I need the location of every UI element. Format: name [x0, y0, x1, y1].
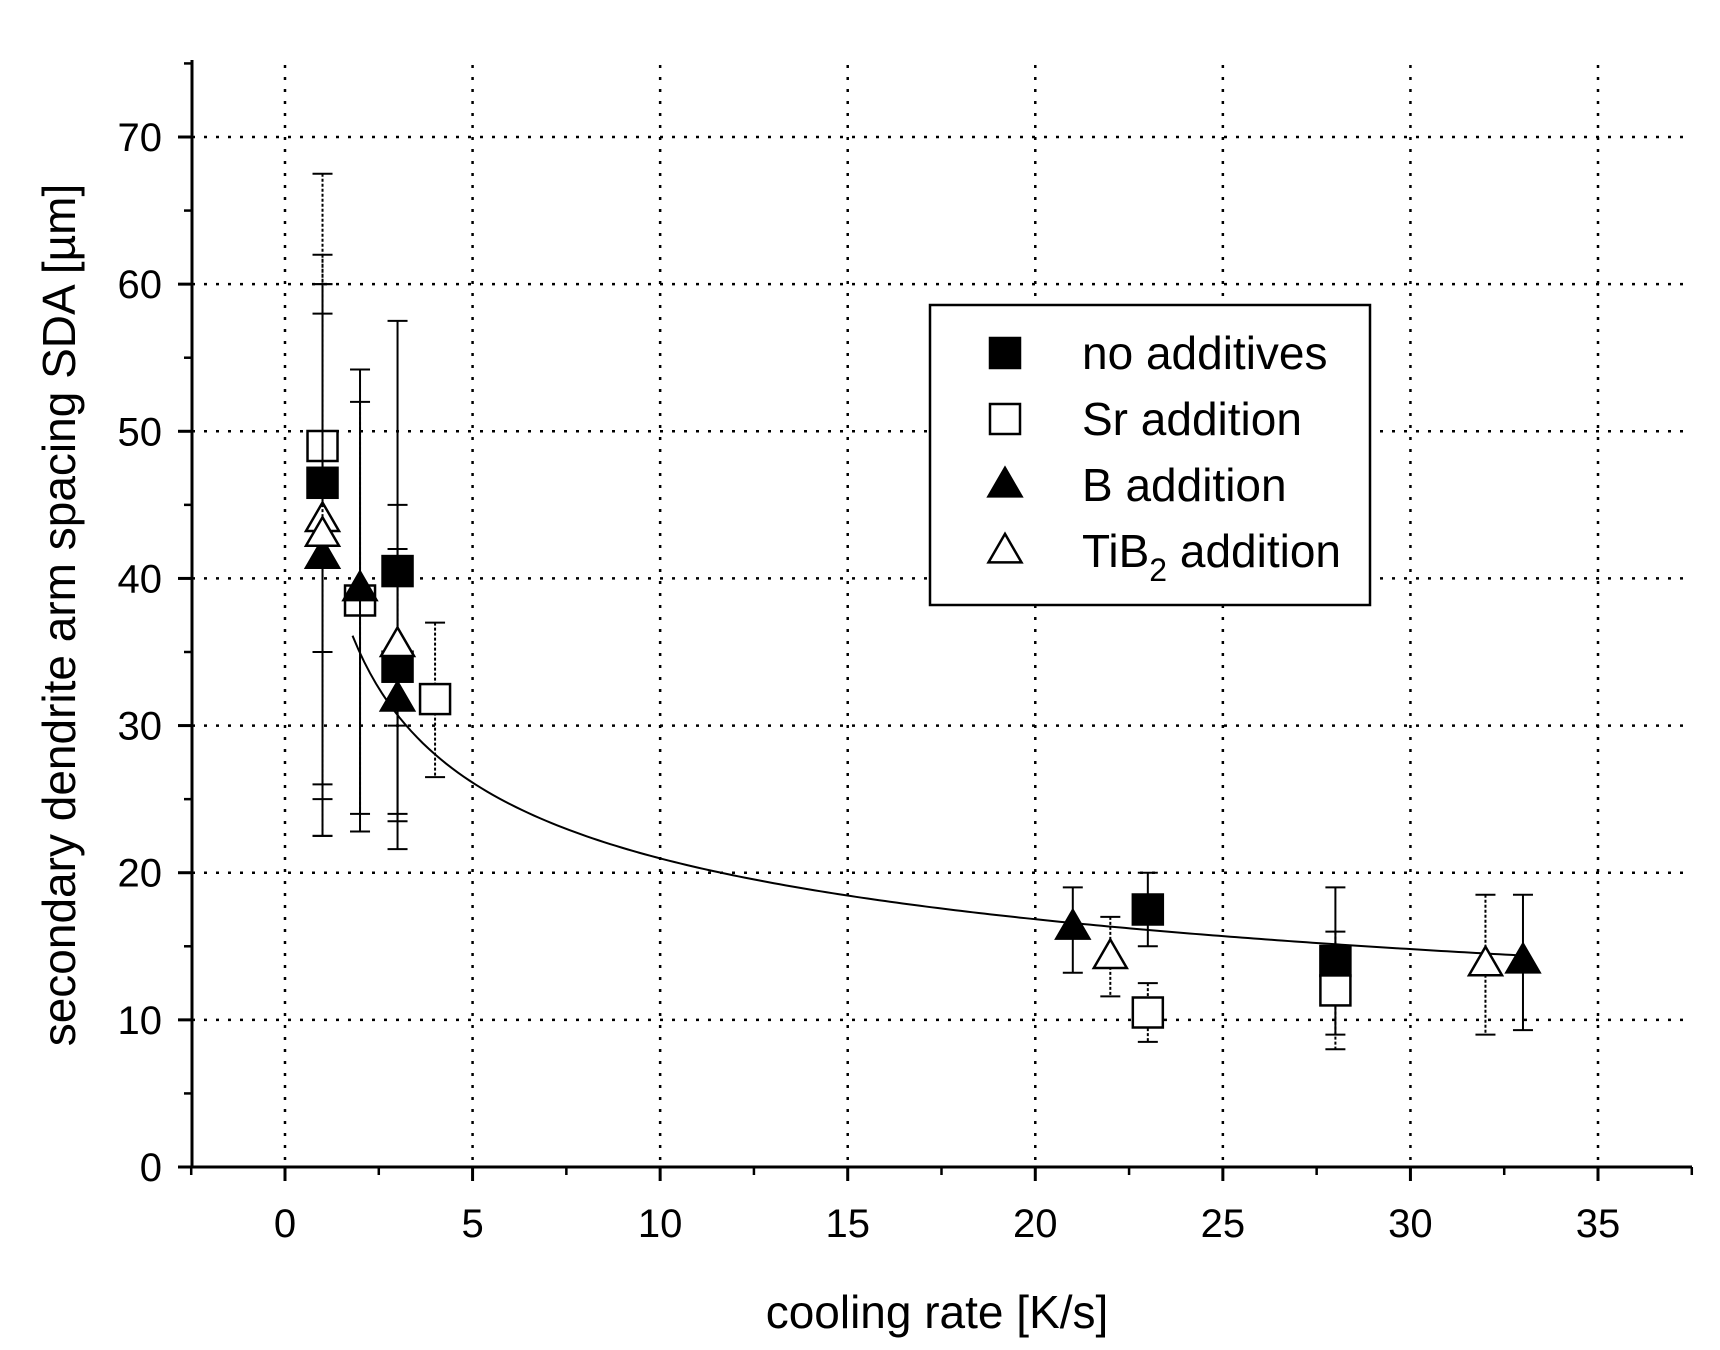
data-point-1-2: [418, 682, 452, 716]
legend-marker-3: [986, 531, 1024, 564]
data-point-3-4: [1466, 944, 1505, 977]
legend-label-0: no additives: [1082, 327, 1328, 379]
data-point-3-3: [1091, 937, 1129, 970]
data-point-2-4: [1504, 941, 1542, 974]
legend-label-text: TiB: [1082, 525, 1149, 577]
data-point-2-0: [303, 536, 342, 570]
x-tick-label-20: 20: [1013, 1202, 1058, 1246]
x-tick-label-15: 15: [825, 1202, 870, 1246]
legend-label-3: TiB2 addition: [1082, 525, 1341, 588]
fit-curve-layer: [351, 635, 1524, 957]
legend-label-text: B addition: [1082, 459, 1287, 511]
data-point-0-3: [1131, 893, 1165, 926]
x-tick-label-10: 10: [638, 1202, 683, 1246]
y-axis-title: secondary dendrite arm spacing SDA [µm]: [33, 184, 85, 1047]
y-tick-label-30: 30: [118, 705, 163, 749]
data-point-3-1: [303, 514, 342, 547]
data-point-2-3: [1054, 907, 1092, 940]
data-point-1-4: [1319, 974, 1352, 1007]
x-tick-label-35: 35: [1576, 1202, 1621, 1246]
data-point-1-3: [1131, 996, 1165, 1029]
x-tick-label-25: 25: [1201, 1202, 1246, 1246]
legend-label-suffix: addition: [1167, 525, 1341, 577]
legend: no additives Sr addition B addition TiB2 ad…: [928, 303, 1372, 607]
y-tick-label-70: 70: [118, 116, 163, 160]
legend-marker-2: [986, 465, 1024, 498]
data-points-layer: [303, 172, 1542, 1051]
legend-label-text: no additives: [1082, 327, 1328, 379]
legend-label-1: Sr addition: [1082, 393, 1302, 445]
data-point-0-4: [1319, 944, 1352, 978]
data-point-2-1: [341, 569, 379, 602]
legend-label-subscript: 2: [1149, 552, 1167, 588]
legend-label-2: B addition: [1082, 459, 1287, 511]
data-point-3-2: [378, 625, 417, 658]
y-tick-label-50: 50: [118, 410, 163, 454]
x-tick-label-30: 30: [1388, 1202, 1433, 1246]
x-tick-label-0: 0: [274, 1202, 296, 1246]
legend-label-text: Sr addition: [1082, 393, 1302, 445]
y-tick-label-40: 40: [118, 557, 163, 601]
grid-lines: [192, 65, 1692, 1167]
y-tick-label-60: 60: [118, 263, 163, 307]
fit-curve: [351, 635, 1524, 957]
y-tick-label-0: 0: [140, 1146, 162, 1190]
y-tick-label-10: 10: [118, 999, 163, 1043]
x-axis-title: cooling rate [K/s]: [766, 1286, 1109, 1338]
x-tick-label-5: 5: [461, 1202, 483, 1246]
y-tick-label-20: 20: [118, 852, 163, 896]
legend-marker-1: [988, 402, 1022, 436]
legend-marker-0: [988, 336, 1022, 370]
series-tib2-addition: [303, 172, 1505, 1036]
axes: 0 10 20 30 40 50 60 70 0 5 10 15 20 25 30 35: [118, 60, 1694, 1246]
